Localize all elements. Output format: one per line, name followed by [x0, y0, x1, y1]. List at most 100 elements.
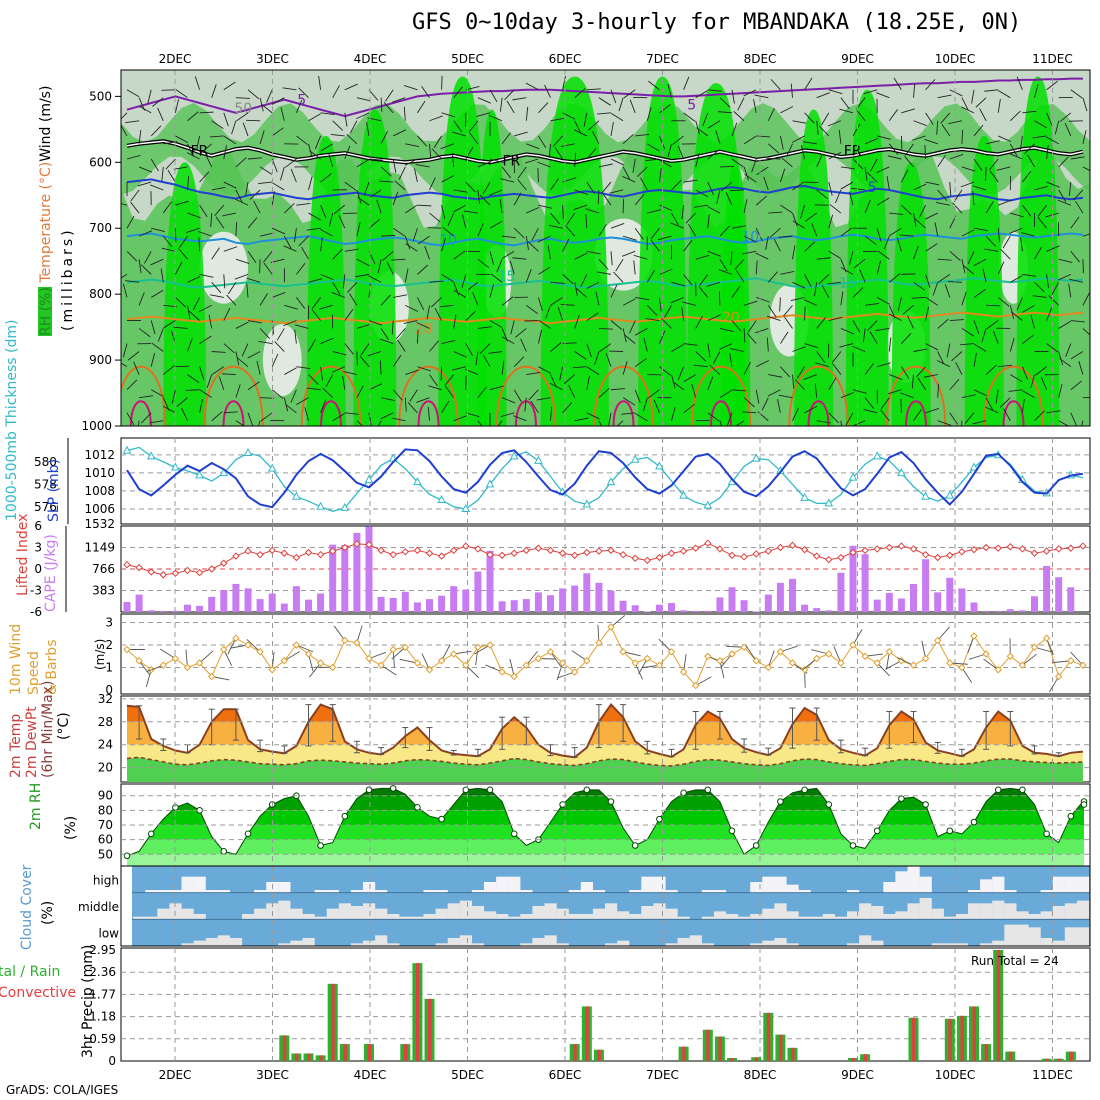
wind-barb: [677, 145, 685, 160]
wind-barb: [622, 397, 636, 406]
wind-barb: [227, 282, 237, 295]
cloud-fraction-middle: [254, 908, 267, 920]
wind-barb: [344, 181, 357, 191]
wind-barb: [477, 223, 484, 237]
wind-barb: [149, 420, 164, 424]
wind-barb: [709, 364, 721, 375]
cloud-fraction-middle: [907, 903, 920, 920]
wind-barb: [127, 351, 140, 361]
wind-barb: [331, 292, 345, 298]
wind-barb: [525, 106, 529, 121]
wind-speed-point: [837, 659, 845, 667]
rh-band: [127, 839, 1084, 855]
wind-barb: [356, 222, 361, 237]
wind-barb: [683, 403, 695, 414]
wind-speed-point: [861, 652, 869, 660]
cloud-fraction-high: [157, 890, 170, 893]
wind-barb: [622, 166, 631, 180]
wind-barb: [162, 397, 170, 411]
wind-barb: [707, 89, 722, 92]
wind-barb: [695, 90, 708, 99]
wind-barb: [839, 343, 854, 348]
wind-barb: [176, 397, 188, 407]
wind-barb: [524, 397, 527, 412]
precip-convective-bar: [778, 1034, 783, 1061]
ylabel-slp: SLP (mb): [46, 459, 62, 522]
wind-barb: [416, 297, 425, 311]
wind-barb: [610, 89, 617, 104]
wind-barb: [893, 77, 902, 91]
lifted-index-point: [800, 545, 809, 554]
wind-barb-10m: [610, 615, 626, 628]
cloud-fraction-high: [363, 882, 376, 893]
cloud-fraction-middle: [338, 903, 351, 920]
cloud-fraction-high: [435, 890, 448, 893]
wind-barb: [574, 120, 582, 134]
wind-barb-10m: [146, 664, 164, 673]
wind-barb: [597, 271, 612, 275]
wind-barb: [306, 387, 321, 391]
wind-barb: [301, 246, 309, 260]
wind-barb: [610, 388, 625, 391]
wind-barb: [562, 274, 574, 285]
wind-barb-10m: [876, 662, 891, 677]
thickness-tick-label: 580: [34, 455, 57, 469]
wind-barb: [1003, 408, 1011, 421]
wind-unit-label: (m/s): [93, 639, 107, 670]
wind-speed-point: [595, 639, 603, 647]
cloud-fraction-high: [314, 890, 327, 893]
wind-barb: [864, 397, 875, 409]
wind-barb: [526, 304, 538, 314]
wind-barb: [235, 198, 249, 206]
wind-speed-point: [885, 648, 894, 656]
wind-barb: [712, 351, 721, 365]
wind-barb: [441, 237, 447, 252]
wind-barb: [731, 285, 741, 298]
wind-barb: [937, 383, 940, 398]
wind-barb: [961, 394, 976, 399]
wind-barb: [513, 356, 525, 367]
wind-barb: [199, 204, 208, 218]
top-date-label: 3DEC: [256, 52, 289, 66]
wind-barb: [755, 195, 768, 206]
wind-barb: [417, 366, 431, 372]
thickness-line: [126, 446, 1084, 512]
wind-barb-10m: [296, 644, 314, 653]
wind-barb: [937, 351, 945, 365]
wind-speed-point: [982, 650, 990, 658]
wind-speed-point: [268, 666, 276, 674]
wind-barb: [416, 397, 430, 403]
wind-barb: [586, 412, 600, 420]
wind-barb: [838, 129, 842, 144]
lifted-index-point: [244, 547, 252, 555]
wind-barb: [1064, 122, 1072, 137]
wind-barb: [973, 227, 988, 232]
wind-barb: [792, 120, 807, 124]
bottom-date-label: 11DEC: [1032, 1068, 1072, 1082]
cape-bar: [740, 600, 748, 612]
wind-barb: [671, 374, 676, 389]
wind-barb: [671, 179, 682, 191]
wind-barb: [283, 320, 297, 327]
wind-barb: [647, 209, 661, 214]
slp-tick-label: 1006: [84, 502, 115, 516]
wind-barb: [955, 361, 963, 375]
lifted-index-point: [437, 552, 446, 560]
cloud-fraction-middle: [871, 906, 884, 920]
wind-barb: [138, 230, 153, 237]
lifted-index-tick-label: 0: [34, 562, 42, 576]
wind-barb-10m: [356, 625, 363, 643]
wind-barb: [187, 374, 200, 383]
wind-barb: [672, 135, 684, 145]
rh-convective-column: [721, 162, 751, 426]
rh-point: [849, 842, 857, 849]
cloud-fraction-low: [992, 940, 1005, 946]
precip-tick-label: 1.77: [89, 987, 116, 1001]
wind-barb: [818, 274, 830, 285]
thickness-point: [267, 463, 277, 472]
wind-speed-point: [522, 661, 531, 669]
wind-barb: [1035, 366, 1047, 376]
wind-barb: [563, 374, 575, 385]
cloud-fraction-middle: [750, 914, 763, 920]
wind-barb: [1054, 120, 1060, 135]
